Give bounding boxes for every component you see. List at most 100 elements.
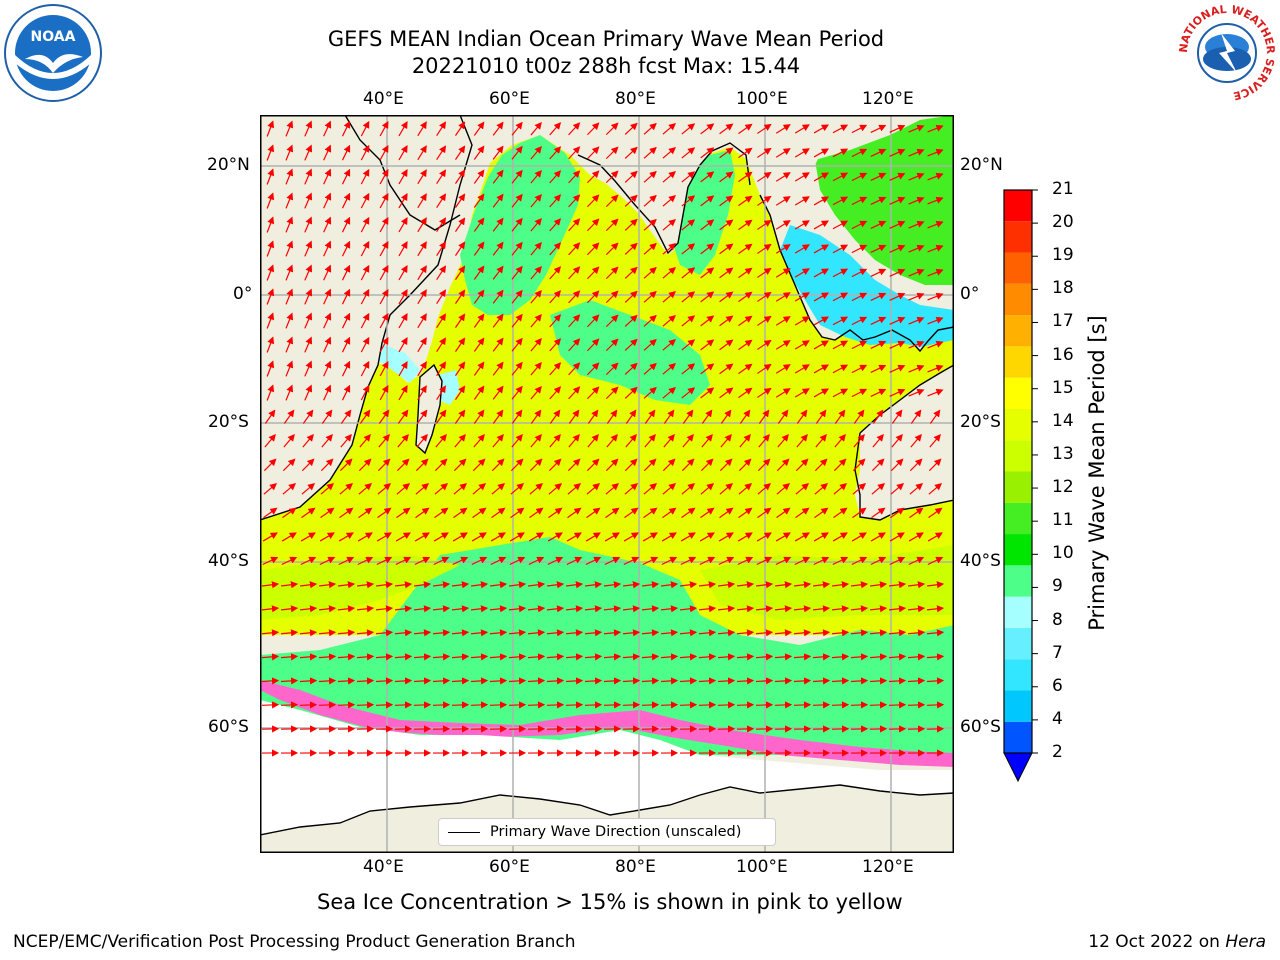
- wave-arrow: [680, 556, 697, 566]
- wave-arrow: [643, 483, 658, 495]
- wave-arrow: [661, 532, 677, 542]
- wave-arrow: [623, 556, 640, 566]
- wave-arrow: [527, 629, 546, 637]
- wave-arrow: [321, 409, 333, 424]
- wave-arrow: [718, 556, 735, 566]
- wave-arrow: [285, 168, 294, 185]
- wave-arrow: [719, 267, 734, 279]
- wave-arrow: [530, 169, 542, 184]
- wave-arrow: [870, 556, 887, 566]
- wave-arrow: [815, 409, 827, 424]
- wave-arrow: [471, 556, 488, 566]
- wave-arrow: [266, 336, 275, 353]
- wave-arrow: [928, 458, 942, 472]
- wave-arrow: [908, 220, 925, 229]
- wave-arrow: [660, 677, 679, 685]
- wave-arrow: [908, 532, 924, 542]
- colorbar-tick-label: 4: [1052, 708, 1063, 729]
- wave-arrow: [679, 701, 698, 709]
- wave-arrow: [360, 264, 370, 281]
- wave-arrow: [454, 145, 466, 160]
- wave-arrow: [432, 629, 451, 637]
- nws-logo: NATIONAL WEATHER SERVICE: [1177, 3, 1277, 103]
- wave-arrow: [701, 409, 713, 424]
- wave-arrow: [282, 483, 297, 495]
- wave-arrow: [547, 556, 564, 566]
- wave-arrow: [603, 701, 622, 709]
- wave-arrow: [757, 291, 772, 302]
- wave-arrow: [549, 362, 562, 376]
- wave-arrow: [776, 507, 791, 519]
- wave-arrow: [470, 581, 489, 589]
- wave-arrow: [757, 363, 772, 374]
- wave-arrow: [320, 483, 335, 495]
- wave-arrow: [794, 196, 810, 206]
- wave-arrow: [492, 169, 504, 184]
- wave-arrow: [850, 653, 869, 661]
- wave-arrow: [453, 458, 467, 472]
- wave-arrow: [700, 387, 715, 399]
- wave-arrow: [568, 362, 581, 376]
- wave-arrow: [831, 605, 850, 613]
- wave-arrow: [851, 532, 867, 542]
- wave-arrow: [492, 289, 504, 304]
- wave-arrow: [851, 172, 868, 182]
- wave-arrow: [473, 385, 485, 400]
- wave-arrow: [796, 433, 808, 448]
- wave-arrow: [530, 193, 542, 208]
- wave-arrow: [756, 532, 772, 542]
- wave-arrow: [774, 581, 793, 589]
- wave-arrow: [413, 581, 432, 589]
- wave-arrow: [605, 146, 619, 160]
- wave-arrow: [738, 147, 753, 159]
- wave-arrow: [586, 458, 600, 472]
- wave-arrow: [813, 244, 830, 254]
- colorbar-segment: [1004, 627, 1032, 660]
- wave-arrow: [624, 386, 638, 399]
- wave-arrow: [508, 581, 527, 589]
- wave-arrow: [470, 605, 489, 613]
- wave-arrow: [794, 364, 810, 374]
- wave-arrow: [527, 605, 546, 613]
- wave-arrow: [417, 169, 427, 185]
- wave-arrow: [549, 146, 562, 160]
- wave-arrow: [661, 556, 678, 566]
- wave-arrow: [908, 148, 925, 157]
- wave-arrow: [794, 388, 810, 398]
- wave-arrow: [851, 196, 868, 206]
- colorbar-segment: [1004, 377, 1032, 409]
- wave-arrow: [851, 388, 868, 398]
- noaa-logo-text: NOAA: [31, 29, 76, 45]
- colorbar-tick-label: 16: [1052, 344, 1074, 365]
- wave-arrow: [755, 629, 774, 637]
- wave-arrow: [323, 168, 332, 185]
- wave-arrow: [832, 388, 849, 398]
- wave-arrow: [584, 677, 603, 685]
- wave-arrow: [397, 433, 409, 448]
- wave-arrow: [757, 195, 772, 206]
- wave-arrow: [360, 360, 370, 377]
- wave-arrow: [379, 312, 389, 329]
- wave-arrow: [339, 483, 354, 495]
- wave-arrow: [890, 458, 904, 472]
- wave-arrow: [738, 387, 753, 399]
- wave-arrow: [776, 483, 791, 495]
- lon-label-top-120e: 120°E: [862, 89, 914, 109]
- wave-arrow: [624, 170, 638, 183]
- wave-arrow: [304, 192, 313, 209]
- wave-arrow: [681, 458, 695, 472]
- wave-arrow: [794, 172, 810, 182]
- wave-arrow: [907, 701, 926, 709]
- wave-arrow: [568, 194, 581, 208]
- wave-arrow: [358, 507, 373, 519]
- wave-arrow: [492, 265, 504, 280]
- wave-arrow: [587, 194, 600, 208]
- wave-arrow: [775, 220, 791, 230]
- wave-arrow: [681, 483, 696, 495]
- wave-arrow: [356, 581, 375, 589]
- wave-arrow: [489, 629, 508, 637]
- wave-arrow: [565, 581, 584, 589]
- lat-label-left-20s: 20°S: [208, 412, 249, 432]
- wave-arrow: [473, 361, 485, 376]
- wave-arrow: [775, 532, 791, 542]
